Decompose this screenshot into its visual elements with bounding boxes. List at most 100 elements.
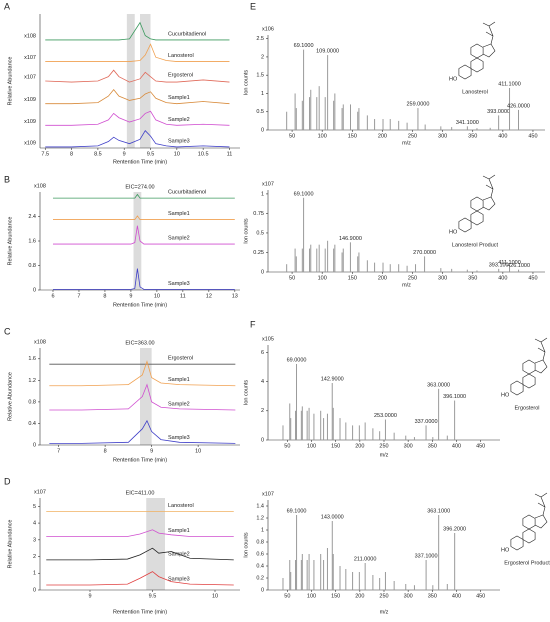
x-tick-label: 8 [103, 293, 106, 299]
peak [332, 407, 334, 440]
peak [406, 122, 408, 130]
trace-name: Sample2 [168, 117, 190, 123]
panel-letter: E [250, 1, 256, 11]
x-tick-label: 10 [195, 448, 201, 454]
x-tick-label: 250 [379, 443, 388, 449]
ring [482, 43, 496, 58]
structure: HO [501, 337, 548, 398]
peak [352, 572, 354, 590]
x-tick-label: 200 [378, 133, 387, 139]
trace-name: Ergosterol [168, 72, 193, 78]
peak [320, 410, 322, 440]
x-tick-label: 50 [289, 133, 295, 139]
trace [46, 571, 234, 586]
peak [476, 128, 478, 130]
y-tick-label: 0.25 [253, 250, 264, 256]
y-tick-label: 0.8 [28, 399, 36, 405]
y-tick-label: 0.5 [256, 109, 264, 115]
x-tick-label: 9.5 [147, 151, 155, 157]
peak [316, 97, 318, 130]
peak [301, 248, 303, 272]
x-tick-label: 13 [232, 293, 238, 299]
peak [384, 419, 386, 440]
peak-label: 426.0000 [507, 103, 530, 109]
peak [303, 49, 305, 130]
x-tick-label: 400 [452, 443, 461, 449]
highlight-band [126, 14, 135, 148]
trace-name: Cucurbitadienol [168, 31, 206, 37]
x-tick-label: 300 [438, 133, 447, 139]
trace-name: Sample3 [168, 576, 190, 582]
peak [295, 256, 297, 272]
peak-label: 69.1000 [294, 43, 314, 49]
peak [438, 388, 440, 440]
x-tick-label: 150 [348, 275, 357, 281]
scale-label: x109 [24, 97, 36, 103]
panel-letter: B [4, 174, 10, 184]
ring [470, 43, 484, 59]
annotation: EIC=274.00 [125, 184, 154, 190]
trace-name: Sample2 [168, 236, 190, 242]
multiplier: x105 [262, 336, 274, 342]
peak [424, 124, 426, 130]
y-tick-label: 1 [261, 191, 264, 197]
trace-name: Sample1 [168, 377, 190, 383]
trace [52, 268, 235, 290]
y-axis-label: Relative Abundance [7, 520, 13, 569]
peak [333, 248, 335, 272]
peak [282, 425, 284, 440]
y-tick-label: 0.6 [256, 551, 264, 557]
x-tick-label: 50 [284, 593, 290, 599]
side-chain [482, 21, 496, 45]
peak [451, 127, 453, 130]
peak [417, 108, 419, 130]
peak [310, 89, 312, 130]
peak [331, 383, 333, 440]
x-tick-label: 7 [57, 448, 60, 454]
peak-label: 146.9000 [339, 236, 362, 242]
ring [522, 528, 536, 544]
x-tick-label: 150 [348, 133, 357, 139]
peak-label: 411.1000 [498, 81, 521, 87]
peak [286, 111, 288, 130]
peak-label: 109.0000 [316, 49, 339, 55]
x-tick-label: 350 [428, 593, 437, 599]
peak [339, 566, 341, 590]
peak [382, 119, 384, 130]
peak [384, 572, 386, 590]
x-tick-label: 100 [318, 275, 327, 281]
x-tick-label: 350 [468, 275, 477, 281]
peak [324, 248, 326, 272]
y-tick-label: 0 [261, 437, 264, 443]
y-tick-label: 3 [33, 537, 36, 543]
peak [446, 584, 448, 590]
ring [470, 210, 484, 226]
peak [379, 431, 381, 440]
peak [331, 521, 333, 590]
peak-label: 337.0000 [415, 419, 438, 425]
peak [357, 111, 359, 130]
x-tick-label: 50 [284, 443, 290, 449]
peak [415, 264, 417, 272]
peak [379, 578, 381, 590]
y-tick-label: 0.4 [256, 563, 264, 569]
peak [282, 578, 284, 590]
peak [398, 264, 400, 272]
ring [458, 217, 472, 233]
peak [466, 126, 468, 130]
peak [309, 97, 311, 130]
x-tick-label: 8 [104, 448, 107, 454]
peak [306, 560, 308, 590]
peak [393, 432, 395, 440]
y-tick-label: 2.5 [256, 36, 264, 42]
peak [303, 197, 305, 272]
peak [326, 413, 328, 440]
peak [358, 108, 360, 130]
peak-label: 393.0000 [487, 109, 510, 115]
y-tick-label: 2.4 [28, 214, 36, 220]
x-tick-label: 7 [77, 293, 80, 299]
y-tick-label: 1.2 [256, 515, 264, 521]
peak [358, 252, 360, 272]
peak [327, 240, 329, 272]
